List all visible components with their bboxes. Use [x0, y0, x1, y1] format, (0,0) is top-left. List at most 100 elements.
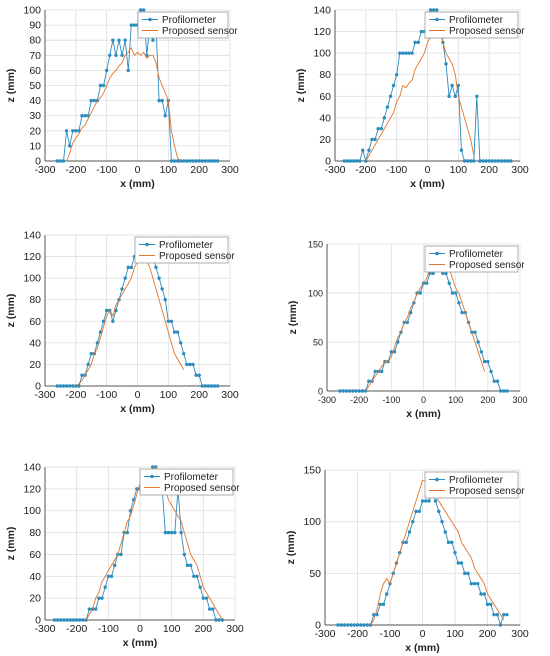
legend-label: Profilometer [449, 475, 504, 486]
data-point [437, 509, 441, 514]
y-axis-label: z (mm) [285, 531, 297, 565]
data-point [86, 362, 90, 367]
data-point [106, 574, 111, 578]
data-point [394, 73, 399, 77]
y-tick-label: 60 [29, 65, 41, 77]
data-point [114, 53, 118, 57]
y-tick-label: 90 [29, 20, 41, 32]
data-point [357, 159, 362, 163]
y-tick-label: 10 [29, 140, 41, 152]
data-point [376, 126, 380, 131]
series-proposed-sensor [370, 479, 505, 626]
data-point [414, 509, 418, 514]
y-tick-label: 120 [23, 251, 41, 263]
data-point [55, 159, 60, 163]
x-tick-label: 300 [226, 623, 244, 635]
data-point [215, 384, 220, 388]
data-point [354, 159, 359, 163]
data-point [443, 530, 447, 534]
data-point [431, 8, 436, 12]
y-tick-label: 30 [29, 110, 41, 122]
data-point [55, 618, 60, 622]
data-point [207, 607, 212, 611]
x-tick-label: 200 [480, 395, 495, 405]
data-point [191, 362, 195, 367]
data-point [441, 271, 445, 276]
data-point [486, 359, 490, 364]
data-point [352, 623, 356, 627]
data-point [453, 550, 457, 555]
series-line [66, 46, 182, 162]
data-point [375, 612, 379, 617]
series-proposed-sensor [365, 248, 486, 392]
y-tick-label: 80 [319, 69, 331, 81]
series-proposed-sensor [66, 46, 182, 162]
data-point [479, 350, 484, 354]
data-point [479, 592, 483, 596]
data-point [120, 287, 124, 291]
data-point [80, 373, 84, 377]
data-point [160, 98, 164, 103]
data-point [354, 389, 358, 393]
x-tick-label: -200 [347, 628, 368, 640]
x-tick-label: 0 [135, 164, 141, 176]
y-tick-label: 0 [318, 387, 323, 397]
data-point [200, 159, 204, 163]
data-point [188, 159, 192, 163]
legend-marker [435, 17, 439, 22]
data-point [154, 265, 158, 270]
data-point [120, 53, 124, 57]
data-point [77, 384, 81, 388]
data-point [123, 276, 127, 280]
y-tick-label: 150 [308, 240, 323, 250]
legend-label: Profilometer [159, 240, 214, 251]
data-point [401, 51, 405, 55]
data-point [472, 159, 476, 163]
data-point [456, 83, 461, 88]
data-point [217, 618, 221, 622]
data-point [462, 159, 467, 163]
y-axis-label: z (mm) [295, 69, 307, 103]
data-point [74, 618, 79, 622]
data-point [433, 499, 438, 503]
data-point [370, 137, 374, 142]
data-point [129, 23, 134, 27]
data-point [61, 384, 66, 388]
data-point [498, 623, 503, 627]
data-point [425, 281, 429, 285]
data-point [472, 581, 477, 586]
data-point [101, 319, 106, 323]
data-point [379, 126, 383, 131]
data-point [67, 384, 72, 388]
x-tick-label: -300 [34, 164, 55, 176]
data-point [431, 271, 435, 276]
data-point [212, 384, 217, 388]
data-point [109, 574, 114, 578]
data-point [68, 618, 73, 622]
data-point [132, 23, 137, 27]
data-point [185, 563, 190, 568]
data-point [191, 159, 195, 163]
data-point [64, 384, 69, 388]
data-point [382, 116, 387, 120]
y-tick-label: 20 [29, 359, 41, 371]
data-point [485, 602, 490, 607]
data-point [197, 373, 201, 377]
legend-label: Proposed sensor [162, 26, 238, 37]
data-point [457, 301, 461, 305]
data-point [64, 129, 69, 133]
y-tick-label: 100 [23, 5, 41, 17]
data-point [408, 310, 413, 315]
data-point [447, 281, 451, 285]
x-tick-label: 0 [137, 623, 143, 635]
data-point [58, 384, 63, 388]
chart-a: -300 -200 -100 0 100 200 300 0 10 20 30 40 50 60 70 80 9… [5, 5, 239, 191]
y-tick-label: 50 [309, 568, 321, 580]
data-point [482, 592, 486, 596]
data-point [349, 623, 353, 627]
legend-label: Profilometer [449, 249, 504, 260]
series-line [365, 19, 475, 162]
